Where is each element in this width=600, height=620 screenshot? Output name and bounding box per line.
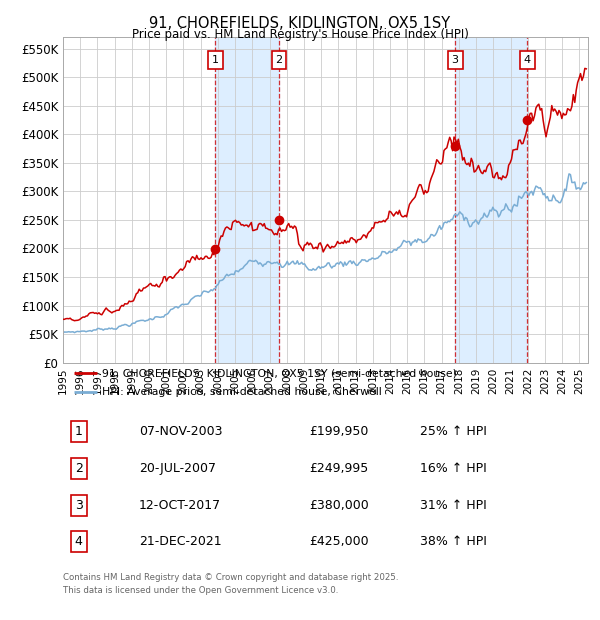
Text: 3: 3 xyxy=(452,55,458,65)
Text: 1: 1 xyxy=(212,55,219,65)
Text: 1: 1 xyxy=(75,425,83,438)
Text: 16% ↑ HPI: 16% ↑ HPI xyxy=(420,462,487,475)
Bar xyxy=(215,37,279,363)
Text: HPI: Average price, semi-detached house, Cherwell: HPI: Average price, semi-detached house,… xyxy=(103,387,382,397)
Text: £380,000: £380,000 xyxy=(310,498,370,511)
Bar xyxy=(455,37,527,363)
Text: Contains HM Land Registry data © Crown copyright and database right 2025.: Contains HM Land Registry data © Crown c… xyxy=(63,574,398,583)
Text: £425,000: £425,000 xyxy=(310,535,370,548)
Text: Price paid vs. HM Land Registry's House Price Index (HPI): Price paid vs. HM Land Registry's House … xyxy=(131,28,469,41)
Text: 4: 4 xyxy=(524,55,531,65)
Text: £199,950: £199,950 xyxy=(310,425,369,438)
Text: 3: 3 xyxy=(75,498,83,511)
Text: 2: 2 xyxy=(75,462,83,475)
Text: 31% ↑ HPI: 31% ↑ HPI xyxy=(420,498,487,511)
Text: £249,995: £249,995 xyxy=(310,462,369,475)
Text: 38% ↑ HPI: 38% ↑ HPI xyxy=(420,535,487,548)
Text: 4: 4 xyxy=(75,535,83,548)
Text: This data is licensed under the Open Government Licence v3.0.: This data is licensed under the Open Gov… xyxy=(63,586,338,595)
Text: 21-DEC-2021: 21-DEC-2021 xyxy=(139,535,222,548)
Text: 25% ↑ HPI: 25% ↑ HPI xyxy=(420,425,487,438)
Text: 07-NOV-2003: 07-NOV-2003 xyxy=(139,425,223,438)
Text: 20-JUL-2007: 20-JUL-2007 xyxy=(139,462,216,475)
Text: 91, CHOREFIELDS, KIDLINGTON, OX5 1SY (semi-detached house): 91, CHOREFIELDS, KIDLINGTON, OX5 1SY (se… xyxy=(103,368,457,378)
Text: 2: 2 xyxy=(275,55,283,65)
Text: 91, CHOREFIELDS, KIDLINGTON, OX5 1SY: 91, CHOREFIELDS, KIDLINGTON, OX5 1SY xyxy=(149,16,451,30)
Text: 12-OCT-2017: 12-OCT-2017 xyxy=(139,498,221,511)
